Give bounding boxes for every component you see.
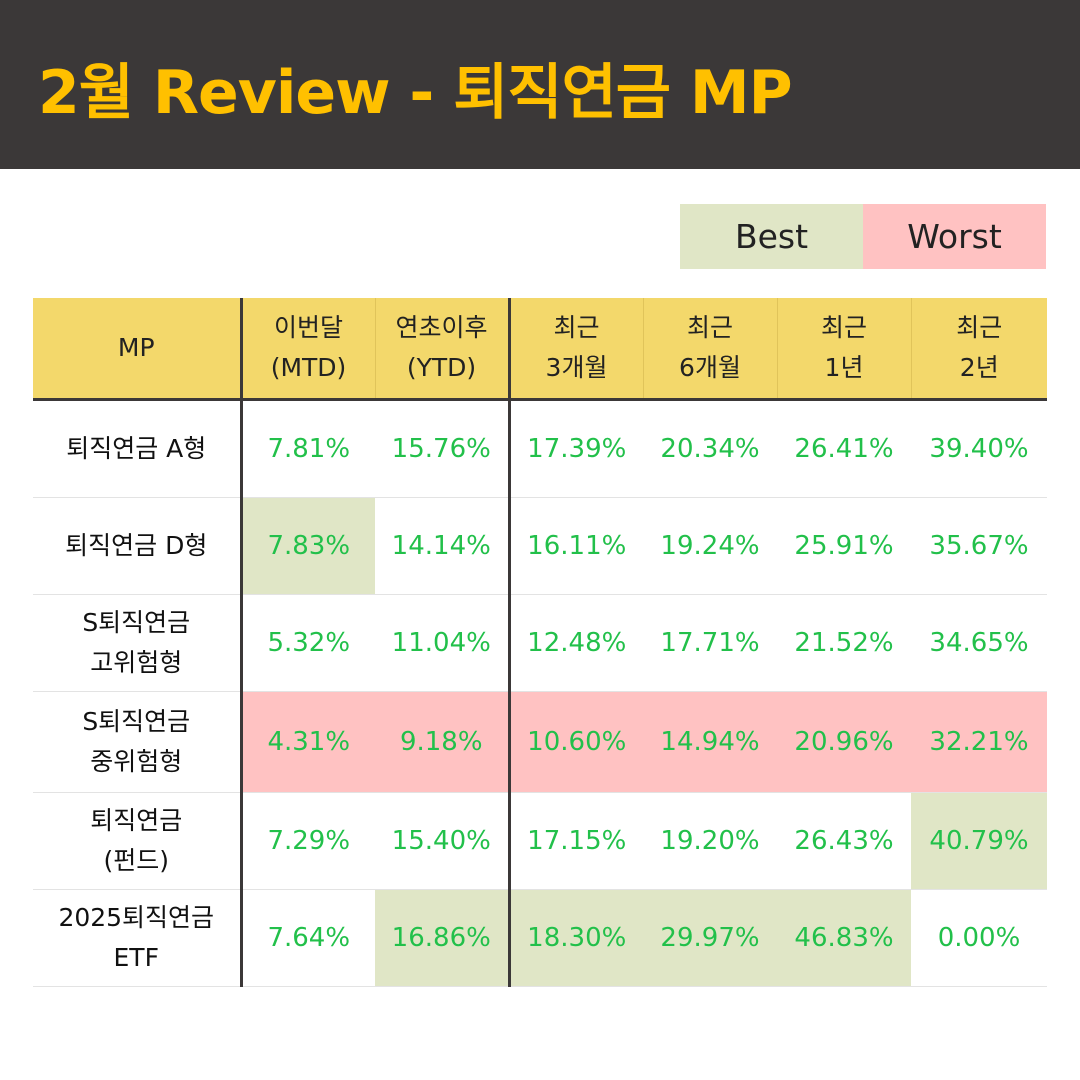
return-value-cell: 29.97% (643, 889, 777, 987)
column-header-6m: 최근 6개월 (642, 298, 777, 401)
table-row: 퇴직연금 D형 7.83% 14.14% 16.11% 19.24% 25.91% 35.6… (33, 497, 1047, 595)
return-value-cell: 21.52% (777, 594, 911, 692)
return-value-cell: 26.43% (777, 792, 911, 890)
return-value-cell: 7.29% (241, 792, 375, 890)
row-name: S퇴직연금 고위험형 (33, 594, 243, 692)
table-row: S퇴직연금 중위험형 4.31% 9.18% 10.60% 14.94% 20.96% 32.… (33, 691, 1047, 793)
return-value-cell: 14.94% (643, 691, 777, 793)
column-header-mtd: 이번달 (MTD) (240, 298, 375, 401)
return-value-cell: 19.24% (643, 497, 777, 595)
return-value-cell: 35.67% (911, 497, 1047, 595)
column-header-2y: 최근 2년 (910, 298, 1047, 401)
table-row: 2025퇴직연금 ETF 7.64% 16.86% 18.30% 29.97% 46.83%… (33, 889, 1047, 987)
return-value-cell: 15.40% (375, 792, 511, 890)
returns-table: MP 이번달 (MTD) 연초이후 (YTD) 최근 3개월 최근 6개월 최근 1년 최… (33, 298, 1047, 987)
table-row: S퇴직연금 고위험형 5.32% 11.04% 12.48% 17.71% 21.52% 34… (33, 594, 1047, 692)
return-value-cell: 0.00% (911, 889, 1047, 987)
row-name: 퇴직연금 D형 (33, 497, 243, 595)
return-value-cell: 32.21% (911, 691, 1047, 793)
return-value-cell: 34.65% (911, 594, 1047, 692)
column-header-3m: 최근 3개월 (508, 298, 643, 401)
return-value-cell: 9.18% (375, 691, 511, 793)
return-value-cell: 20.34% (643, 399, 777, 498)
return-value-cell: 10.60% (509, 691, 643, 793)
return-value-cell: 25.91% (777, 497, 911, 595)
return-value-cell: 39.40% (911, 399, 1047, 498)
return-value-cell: 11.04% (375, 594, 511, 692)
return-value-cell: 7.81% (241, 399, 375, 498)
return-value-cell: 17.39% (509, 399, 643, 498)
return-value-cell: 14.14% (375, 497, 511, 595)
row-name: 퇴직연금 A형 (33, 399, 243, 498)
row-name: 퇴직연금 (펀드) (33, 792, 243, 890)
return-value-cell: 16.86% (375, 889, 511, 987)
column-header-mp: MP (33, 298, 243, 401)
page-title: 2월 Review - 퇴직연금 MP (38, 58, 793, 128)
column-header-1y: 최근 1년 (776, 298, 911, 401)
return-value-cell: 26.41% (777, 399, 911, 498)
header-bar: 2월 Review - 퇴직연금 MP (0, 0, 1080, 169)
return-value-cell: 46.83% (777, 889, 911, 987)
return-value-cell: 12.48% (509, 594, 643, 692)
return-value-cell: 5.32% (241, 594, 375, 692)
return-value-cell: 17.15% (509, 792, 643, 890)
return-value-cell: 4.31% (241, 691, 375, 793)
legend: Best Worst (680, 204, 1046, 269)
column-header-ytd: 연초이후 (YTD) (374, 298, 511, 401)
table-row: 퇴직연금 (펀드) 7.29% 15.40% 17.15% 19.20% 26.43% 40.… (33, 792, 1047, 890)
return-value-cell: 18.30% (509, 889, 643, 987)
return-value-cell: 40.79% (911, 792, 1047, 890)
return-value-cell: 17.71% (643, 594, 777, 692)
legend-worst: Worst (863, 204, 1046, 269)
return-value-cell: 16.11% (509, 497, 643, 595)
return-value-cell: 20.96% (777, 691, 911, 793)
row-name: 2025퇴직연금 ETF (33, 889, 243, 987)
return-value-cell: 7.64% (241, 889, 375, 987)
return-value-cell: 15.76% (375, 399, 511, 498)
legend-best: Best (680, 204, 863, 269)
table-row: 퇴직연금 A형 7.81% 15.76% 17.39% 20.34% 26.41% 39.4… (33, 399, 1047, 498)
table-header-row: MP 이번달 (MTD) 연초이후 (YTD) 최근 3개월 최근 6개월 최근 1년 최… (33, 298, 1047, 401)
return-value-cell: 19.20% (643, 792, 777, 890)
return-value-cell: 7.83% (241, 497, 375, 595)
row-name: S퇴직연금 중위험형 (33, 691, 243, 793)
